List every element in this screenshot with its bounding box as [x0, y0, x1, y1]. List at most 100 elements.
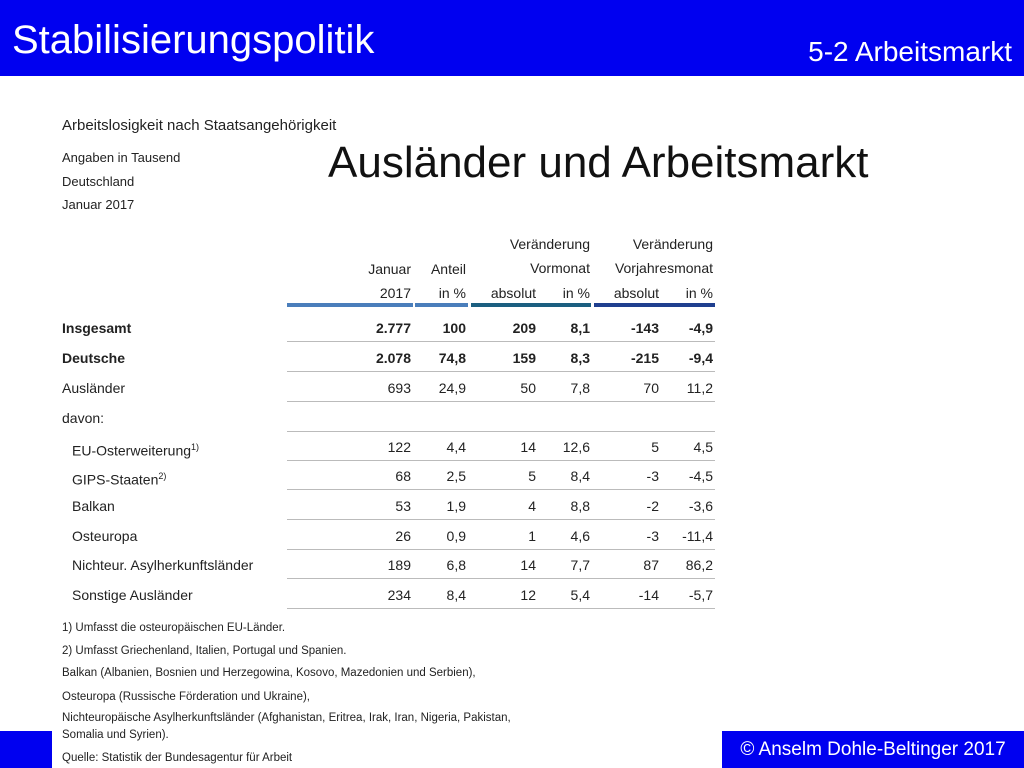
cell: 5: [528, 468, 536, 484]
row-label: Deutsche: [62, 350, 126, 366]
row-label: Sonstige Ausländer: [72, 587, 193, 603]
cell: 7,7: [570, 557, 590, 573]
caption-line: Deutschland: [62, 174, 135, 189]
cell: 86,2: [685, 557, 713, 573]
column-header: absolut: [613, 285, 659, 301]
cell: 70: [643, 380, 659, 396]
cell: 14: [520, 439, 536, 455]
footnote: 1) Umfasst die osteuropäischen EU-Länder…: [62, 622, 286, 634]
cell: 50: [520, 380, 536, 396]
footnote: Nichteuropäische Asylherkunftsländer (Af…: [62, 712, 511, 724]
cell: -3: [646, 528, 659, 544]
row-rule: [287, 460, 715, 461]
cell: 100: [442, 320, 466, 336]
row-label: Nichteur. Asylherkunftsländer: [72, 557, 254, 573]
row-rule: [287, 401, 715, 402]
header-section: 5-2 Arbeitsmarkt: [808, 36, 1012, 67]
footnote-ref: 1): [191, 442, 200, 452]
cell: 189: [387, 557, 411, 573]
caption-line: Arbeitslosigkeit nach Staatsangehörigkei…: [62, 117, 337, 134]
footer-left: [0, 731, 52, 768]
caption-line: Januar 2017: [62, 197, 135, 212]
column-header: Vorjahresmonat: [614, 260, 713, 276]
row-rule: [287, 549, 715, 550]
cell: -9,4: [688, 350, 713, 366]
cell: 0,9: [446, 528, 466, 544]
footnote: Balkan (Albanien, Bosnien und Herzegowin…: [62, 667, 476, 679]
column-header: in %: [685, 285, 713, 301]
row-label: davon:: [62, 410, 105, 426]
cell: 74,8: [438, 350, 466, 366]
cell: -4,9: [688, 320, 713, 336]
row-rule: [287, 431, 715, 432]
cell: -143: [630, 320, 659, 336]
column-header: Januar: [368, 261, 411, 277]
footer: © Anselm Dohle-Beltinger 2017: [722, 731, 1024, 768]
row-label: Osteuropa: [72, 528, 138, 544]
cell: -4,5: [688, 468, 713, 484]
cell: 4,6: [570, 528, 590, 544]
cell: 8,4: [570, 468, 590, 484]
cell: -215: [630, 350, 659, 366]
row-label: EU-Osterweiterung1): [72, 442, 200, 459]
footnote: Quelle: Statistik der Bundesagentur für …: [62, 752, 293, 764]
cell: 1: [528, 528, 536, 544]
cell: 159: [512, 350, 536, 366]
cell: 2,5: [446, 468, 466, 484]
row-label: Balkan: [72, 498, 115, 514]
cell: 8,3: [570, 350, 590, 366]
cell: 5: [651, 439, 659, 455]
group-header: Veränderung: [632, 236, 713, 252]
column-header: Anteil: [430, 261, 466, 277]
row-rule: [287, 519, 715, 520]
cell: 5,4: [570, 587, 590, 603]
cell: 7,8: [570, 380, 590, 396]
cell: 209: [512, 320, 536, 336]
column-header: Vormonat: [530, 260, 590, 276]
cell: 4: [528, 498, 536, 514]
cell: -2: [646, 498, 659, 514]
cell: 24,9: [438, 380, 466, 396]
footnote: Somalia und Syrien).: [62, 729, 169, 741]
cell: -14: [638, 587, 659, 603]
cell: 234: [387, 587, 411, 603]
row-rule: [287, 608, 715, 609]
row-label: GIPS-Staaten2): [72, 471, 167, 488]
group-header: Veränderung: [509, 236, 590, 252]
cell: 87: [643, 557, 659, 573]
cell: 12,6: [562, 439, 590, 455]
footnote: Osteuropa (Russische Förderation und Ukr…: [62, 691, 311, 703]
cell: 693: [387, 380, 411, 396]
cell: 8,1: [570, 320, 590, 336]
header-rule: [471, 303, 591, 307]
row-rule: [287, 341, 715, 342]
header-rule: [594, 303, 715, 307]
cell: -11,4: [682, 528, 713, 544]
column-header: in %: [438, 285, 466, 301]
cell: -3,6: [688, 498, 713, 514]
cell: 6,8: [446, 557, 466, 573]
cell: 14: [520, 557, 536, 573]
cell: 26: [395, 528, 411, 544]
cell: 12: [520, 587, 536, 603]
column-header: absolut: [490, 285, 536, 301]
column-header: 2017: [379, 285, 411, 301]
column-header: in %: [562, 285, 590, 301]
cell: 4,4: [446, 439, 466, 455]
cell: 8,8: [570, 498, 590, 514]
cell: 53: [395, 498, 411, 514]
header-rule: [287, 303, 413, 307]
caption-line: Angaben in Tausend: [62, 150, 181, 165]
cell: 4,5: [693, 439, 713, 455]
row-label: Ausländer: [62, 380, 126, 396]
cell: 2.777: [375, 320, 411, 336]
row-rule: [287, 371, 715, 372]
footnote-ref: 2): [158, 471, 167, 481]
row-label: Insgesamt: [62, 320, 132, 336]
cell: 122: [387, 439, 411, 455]
cell: 1,9: [446, 498, 466, 514]
cell: 11,2: [686, 380, 713, 396]
header-bar: [0, 0, 1024, 76]
cell: -5,7: [688, 587, 713, 603]
